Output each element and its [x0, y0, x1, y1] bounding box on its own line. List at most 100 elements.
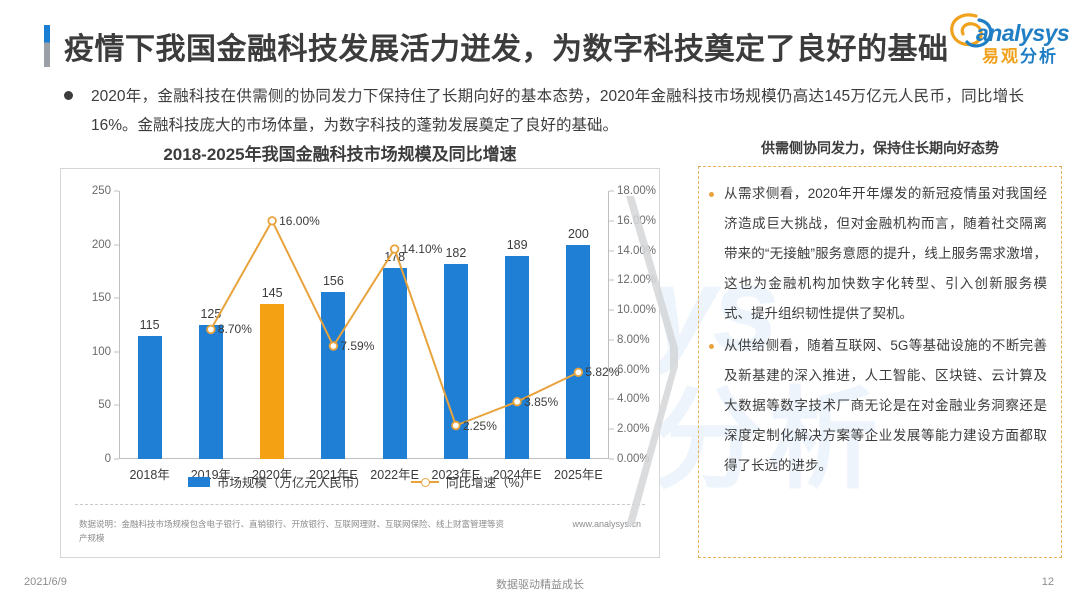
bar-slot: 125 2019年 [180, 191, 241, 482]
line-point-marker [206, 324, 216, 335]
right-panel-title: 供需侧协同发力，保持住长期向好态势 [761, 140, 999, 156]
legend-item-line: 同比增速（%） [410, 472, 533, 491]
legend-swatch-bar-icon [187, 476, 210, 487]
y-tick-right: 0.00% [617, 453, 650, 465]
line-value-label: 16.00% [279, 213, 320, 228]
line-value-label: 8.70% [217, 322, 252, 337]
y-tick-right: 6.00% [617, 363, 650, 376]
y-tick-mark-left [114, 244, 119, 246]
bar [198, 325, 223, 459]
title-accent-bar [44, 25, 50, 67]
bar-value-label: 145 [261, 285, 283, 300]
line-series [206, 216, 584, 431]
y-tick-right: 18.00% [617, 185, 657, 197]
panel-bullet-2-text: 从供给侧看，随着互联网、5G等基础设施的不断完善及新基建的深入推进，人工智能、区… [724, 338, 1047, 473]
chart-source-url: www.analysys.cn [572, 519, 641, 529]
bar-value-label: 178 [384, 250, 406, 265]
footer-page-number: 12 [1041, 576, 1054, 588]
bar-value-label: 115 [139, 317, 160, 332]
line-value-label: 2.25% [462, 418, 497, 433]
y-axis-left [119, 191, 120, 459]
bar-slot: 178 2022年E [364, 191, 425, 482]
legend-label-bar: 市场规模（万亿元人民币） [216, 476, 367, 490]
line-point-marker [451, 420, 461, 431]
bar-value-label: 182 [445, 245, 467, 260]
y-tick-mark-right [609, 190, 614, 192]
y-tick-right: 10.00% [617, 304, 657, 317]
legend-swatch-line-icon [410, 477, 439, 487]
x-axis-label: 2022年E [370, 468, 419, 482]
x-axis-label: 2020年 [251, 468, 293, 482]
panel-bullet-dot-icon [709, 344, 714, 349]
analysys-logo: analysys 易观分析 [934, 8, 1070, 66]
y-tick-left: 50 [98, 399, 111, 412]
bar [505, 256, 530, 459]
bar-slot: 156 2021年E [303, 191, 364, 482]
legend-label-line: 同比增速（%） [445, 476, 533, 490]
right-panel: 从需求侧看，2020年开年爆发的新冠疫情虽对我国经济造成巨大挑战，但对金融机构而… [698, 166, 1062, 558]
chart-legend: 市场规模（万亿元人民币） 同比增速（%） [61, 472, 659, 491]
y-tick-mark-right [609, 309, 614, 311]
line-point-marker [267, 216, 277, 226]
panel-bullet-2: 从供给侧看，随着互联网、5G等基础设施的不断完善及新基建的深入推进，人工智能、区… [709, 331, 1047, 481]
page-title: 疫情下我国金融科技发展活力迸发，为数字科技奠定了良好的基础 [64, 33, 949, 66]
bar [382, 268, 407, 459]
panel-bullet-1: 从需求侧看，2020年开年爆发的新冠疫情虽对我国经济造成巨大挑战，但对金融机构而… [709, 179, 1047, 329]
logo-sub-cn2: 分析 [1020, 47, 1058, 66]
y-tick-mark-left [114, 190, 119, 192]
y-tick-left: 150 [91, 292, 111, 305]
lead-bullet-text: 2020年，金融科技在供需侧的协同发力下保持住了长期向好的基本态势，2020年金… [91, 88, 1024, 134]
y-tick-mark-right [609, 279, 614, 281]
bar-slot: 200 2025年E [548, 191, 609, 482]
y-tick-mark-right [609, 369, 614, 371]
y-tick-mark-left [114, 458, 119, 460]
y-tick-mark-right [609, 339, 614, 341]
bar-value-label: 189 [506, 238, 528, 253]
bar [566, 244, 591, 459]
bar [321, 291, 346, 459]
line-point-marker [389, 244, 400, 254]
panel-bullet-1-text: 从需求侧看，2020年开年爆发的新冠疫情虽对我国经济造成巨大挑战，但对金融机构而… [724, 186, 1047, 321]
line-point-marker [573, 367, 584, 378]
bar [260, 303, 285, 459]
footer-date: 2021/6/9 [24, 576, 67, 588]
x-axis-label: 2024年E [492, 468, 542, 482]
line-value-label: 7.59% [340, 338, 375, 353]
y-tick-right: 2.00% [617, 423, 650, 436]
y-tick-left: 100 [91, 345, 111, 358]
chart-note: 数据说明：金融科技市场规模包含电子银行、直销银行、开放银行、互联网理财、互联网保… [79, 519, 505, 543]
line-point-marker [512, 396, 522, 407]
chart-plot-area: 0 50 100 150 200 250 0.00% 2.00% 4.00% 6.00% 8.00… [92, 185, 656, 482]
bar-value-label: 125 [200, 307, 222, 321]
logo-wordmark: analysys [976, 20, 1070, 46]
y-tick-right: 12.00% [617, 274, 657, 287]
y-tick-mark-right [609, 220, 614, 222]
line-value-label: 3.85% [524, 394, 559, 409]
x-axis-label: 2021年E [309, 468, 358, 482]
chart-card: 0 50 100 150 200 250 0.00% 2.00% 4.00% 6.00% 8.00… [60, 168, 660, 558]
bar-value-label: 200 [567, 226, 589, 241]
right-arrow-icon [626, 196, 678, 526]
x-axis-label: 2018年 [129, 468, 170, 482]
bar-slot: 189 2024年E [487, 191, 548, 482]
lead-bullet: 2020年，金融科技在供需侧的协同发力下保持住了长期向好的基本态势，2020年金… [64, 82, 1024, 140]
footer-slogan: 数据驱动精益成长 [496, 579, 584, 591]
line-value-label: 5.82% [585, 365, 620, 380]
y-tick-left: 200 [91, 238, 111, 251]
bar [137, 335, 162, 459]
chart-title: 2018-2025年我国金融科技市场规模及同比增速 [163, 145, 517, 164]
y-tick-mark-right [609, 428, 614, 430]
bar-slot: 115 2018年 [119, 191, 180, 482]
y-tick-left: 250 [91, 185, 111, 197]
x-axis-label: 2025年E [554, 468, 603, 482]
logo-sub-cn1: 易观 [982, 47, 1020, 66]
footer: 2021/6/9 数据驱动精益成长 12 [0, 576, 1080, 598]
y-tick-mark-left [114, 351, 119, 353]
note-separator [75, 504, 645, 505]
y-tick-mark-left [114, 297, 119, 299]
bar-value-label: 156 [322, 273, 344, 288]
line-value-label: 14.10% [401, 242, 443, 257]
y-tick-right: 8.00% [617, 333, 650, 346]
y-axis-right [608, 191, 609, 459]
